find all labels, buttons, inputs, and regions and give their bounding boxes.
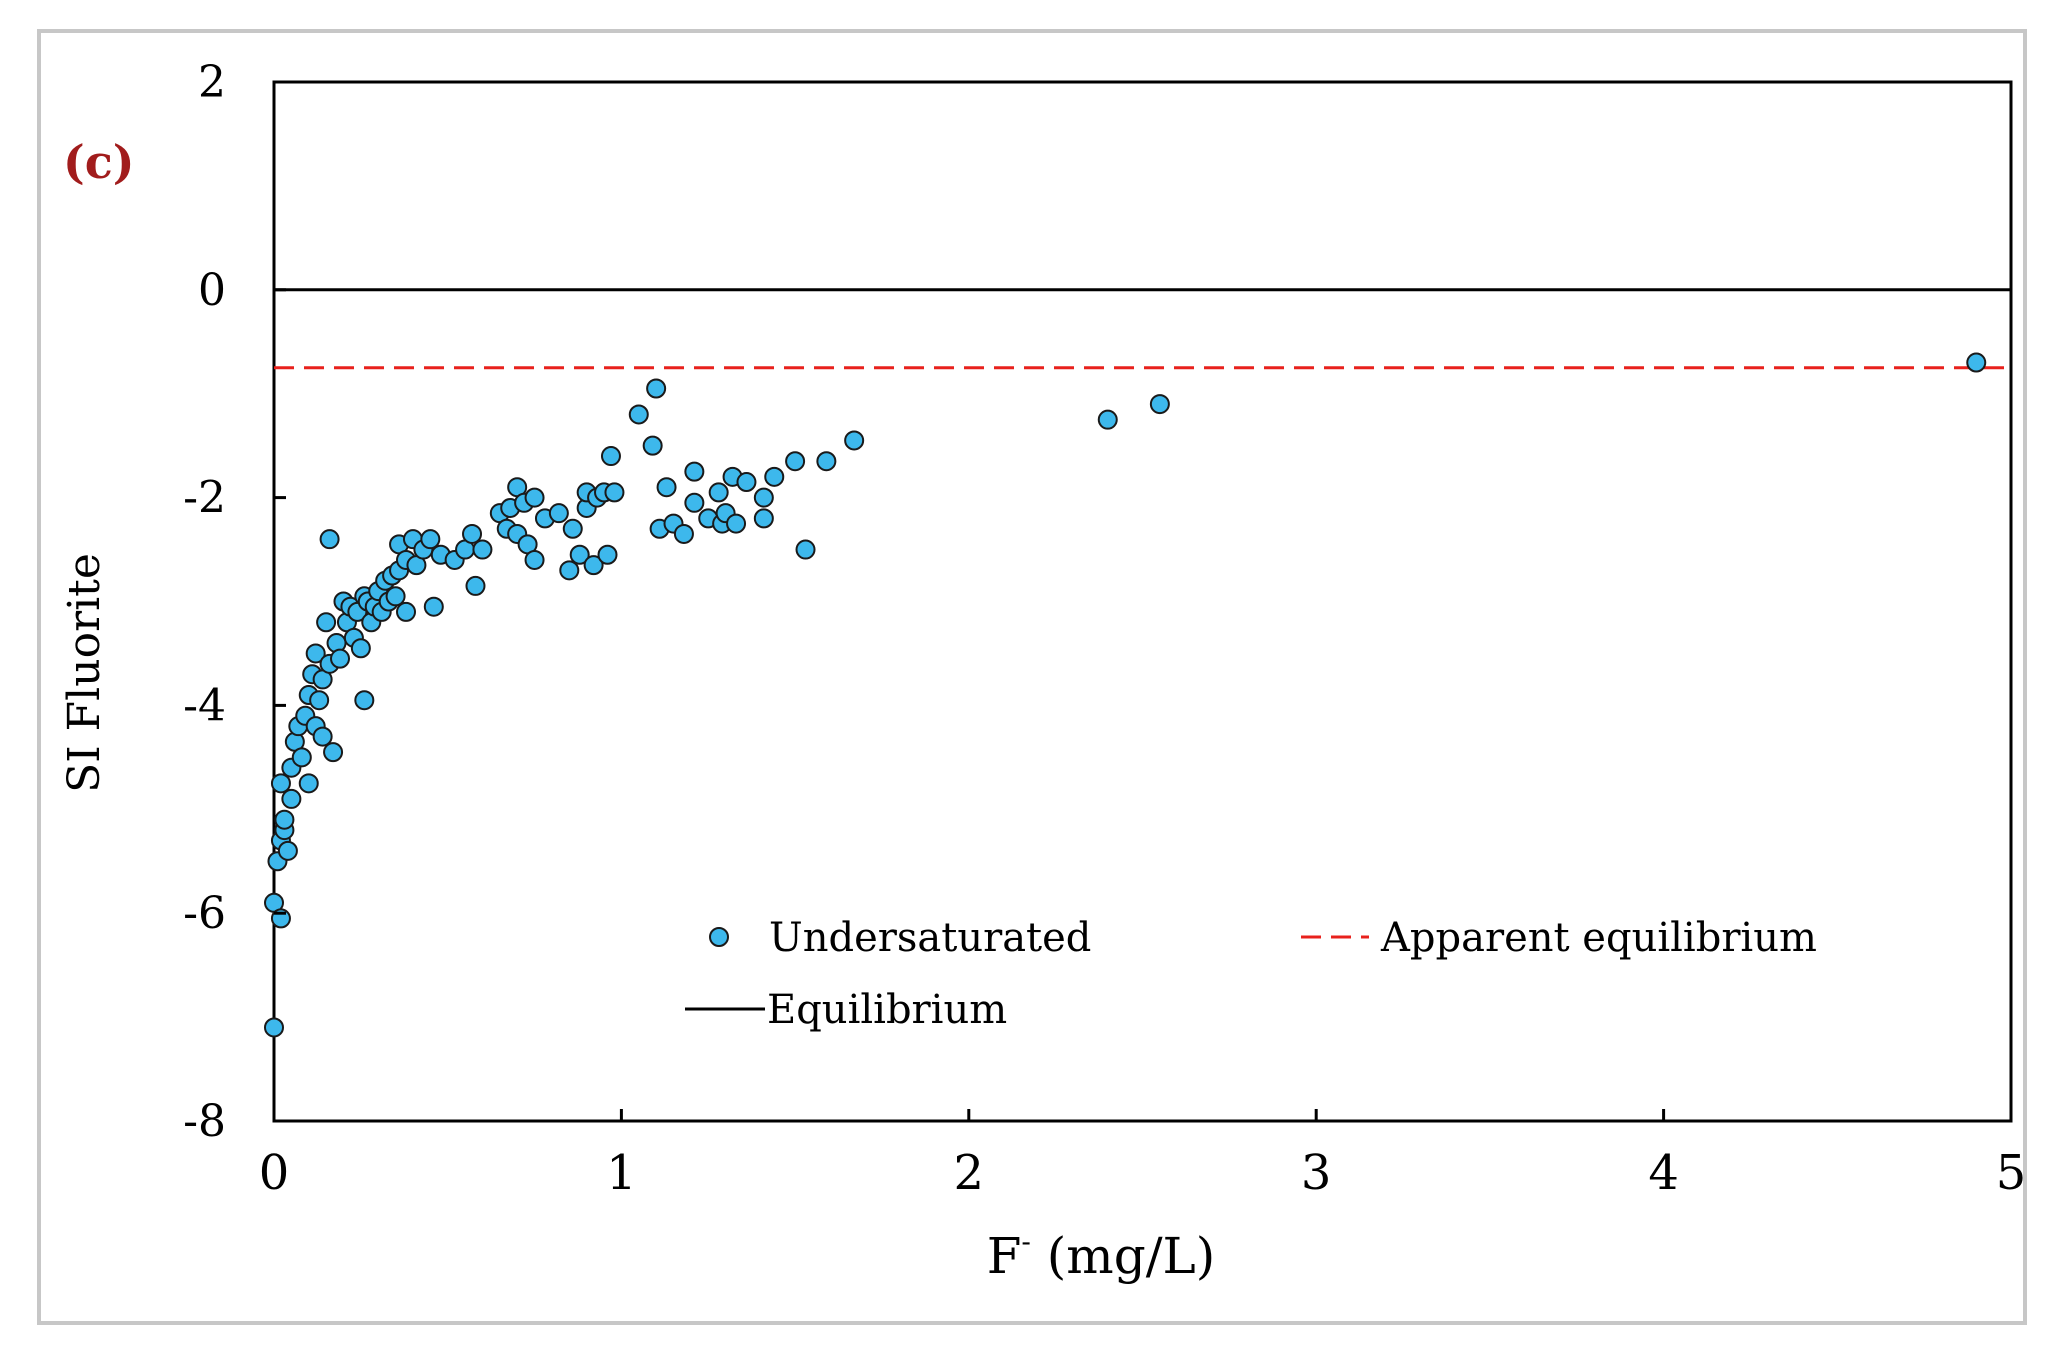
data-point — [465, 575, 486, 596]
x-axis-title-unit: (mg/L) — [1031, 1227, 1215, 1285]
x-tick-label: 5 — [1996, 1145, 2027, 1201]
y-tick-label: 0 — [198, 265, 226, 316]
data-point — [736, 472, 757, 493]
data-point — [281, 788, 302, 809]
data-point — [785, 451, 806, 472]
data-point — [795, 539, 816, 560]
data-point — [673, 523, 694, 544]
data-point — [274, 809, 295, 830]
data-point — [462, 523, 483, 544]
x-tick-label: 3 — [1301, 1145, 1332, 1201]
y-axis-title: SI Fluorite — [59, 553, 110, 793]
data-point — [1097, 409, 1118, 430]
figure-frame: 0 1 2 3 4 5 2 0 -2 -4 -6 -8 (c) SI Fluorite F- (mg… — [37, 29, 2027, 1325]
data-point — [548, 503, 569, 524]
data-point — [684, 461, 705, 482]
data-point — [597, 544, 618, 565]
scatter-chart: 0 1 2 3 4 5 2 0 -2 -4 -6 -8 (c) SI Fluorite F- (mg… — [59, 57, 2027, 1285]
data-point — [816, 451, 837, 472]
data-point — [330, 648, 351, 669]
data-point — [562, 518, 583, 539]
data-point — [264, 1017, 284, 1038]
data-point — [646, 378, 667, 399]
data-point — [319, 529, 340, 550]
legend-label-apparent: Apparent equilibrium — [1380, 915, 1817, 961]
data-point — [524, 549, 545, 570]
x-axis-title-superscript: - — [1021, 1225, 1030, 1258]
legend-label-equilibrium: Equilibrium — [767, 987, 1007, 1033]
y-tick-label: -4 — [183, 680, 226, 731]
plot-area — [272, 80, 2013, 1123]
data-point — [642, 435, 663, 456]
x-tick-label: 2 — [954, 1145, 985, 1201]
data-point — [305, 643, 326, 664]
data-point — [350, 638, 371, 659]
y-tick-label: -2 — [183, 473, 226, 524]
data-point — [423, 596, 444, 617]
data-point — [354, 690, 375, 711]
data-point — [559, 560, 580, 581]
data-point — [656, 477, 677, 498]
y-tick-label: -8 — [183, 1096, 226, 1147]
data-point — [472, 539, 493, 560]
data-point — [312, 726, 333, 747]
y-tick-label: -6 — [183, 888, 226, 939]
x-tick-label: 4 — [1648, 1145, 1679, 1201]
data-point — [628, 404, 649, 425]
legend-marker-undersaturated — [709, 927, 729, 947]
x-axis-title: F- (mg/L) — [987, 1225, 1216, 1285]
data-point — [583, 555, 604, 576]
data-point — [764, 466, 785, 487]
data-point — [844, 430, 865, 451]
data-point — [753, 508, 774, 529]
data-point — [726, 513, 747, 534]
data-point — [524, 487, 545, 508]
data-point — [270, 773, 291, 794]
panel-label: (c) — [63, 135, 135, 189]
data-point — [708, 482, 729, 503]
x-tick-label: 1 — [606, 1145, 637, 1201]
data-point — [316, 612, 337, 633]
data-point — [277, 840, 298, 861]
x-axis-title-main: F — [987, 1227, 1022, 1285]
y-tick-label: 2 — [198, 57, 226, 108]
data-point — [420, 529, 441, 550]
data-point — [753, 487, 774, 508]
data-point — [1149, 394, 1170, 415]
data-point — [569, 544, 590, 565]
data-point — [1966, 352, 1987, 373]
data-point — [600, 446, 621, 467]
data-point — [291, 747, 312, 768]
legend-label-undersaturated: Undersaturated — [769, 915, 1091, 961]
data-point — [323, 742, 344, 763]
data-point — [684, 492, 705, 513]
data-point — [604, 482, 625, 503]
data-point — [298, 773, 319, 794]
data-point — [385, 586, 406, 607]
legend: Undersaturated Apparent equilibrium Equi… — [685, 915, 1817, 1033]
data-point — [309, 690, 330, 711]
x-tick-label: 0 — [259, 1145, 290, 1201]
data-point — [396, 601, 417, 622]
